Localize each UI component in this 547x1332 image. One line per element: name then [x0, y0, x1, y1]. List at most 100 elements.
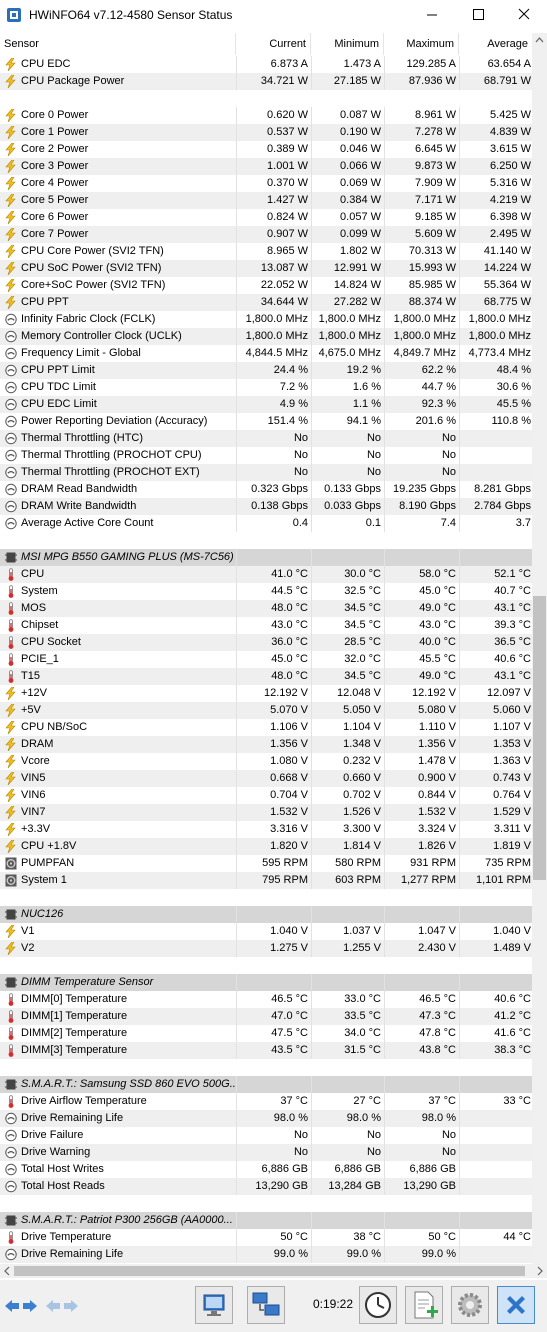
sensor-row[interactable]: T15 48.0 °C 34.5 °C 49.0 °C 43.1 °C [0, 668, 532, 685]
sensor-row[interactable]: CPU PPT 34.644 W 27.282 W 88.374 W 68.775 W [0, 294, 532, 311]
sensor-row[interactable]: Core 4 Power 0.370 W 0.069 W 7.909 W 5.316 W [0, 175, 532, 192]
sensor-row[interactable]: Core 5 Power 1.427 W 0.384 W 7.171 W 4.219 W [0, 192, 532, 209]
minimum-value: 32.5 °C [344, 585, 381, 597]
sensor-row[interactable]: DIMM[0] Temperature 46.5 °C 33.0 °C 46.5 °C… [0, 991, 532, 1008]
sensor-group-header[interactable]: MSI MPG B550 GAMING PLUS (MS-7C56) (... [0, 549, 532, 566]
column-divider [311, 634, 312, 651]
network-button[interactable] [247, 1286, 285, 1324]
maximize-button[interactable] [455, 0, 501, 30]
sensor-row[interactable]: DIMM[3] Temperature 43.5 °C 31.5 °C 43.8 °C… [0, 1042, 532, 1059]
sensor-row[interactable]: Core 2 Power 0.389 W 0.046 W 6.645 W 3.615 W [0, 141, 532, 158]
sensor-row[interactable]: Average Active Core Count 0.4 0.1 7.4 3.7 [0, 515, 532, 532]
column-divider [236, 906, 237, 923]
minimize-button[interactable] [409, 0, 455, 30]
sensor-row[interactable]: PCIE_1 45.0 °C 32.0 °C 45.5 °C 40.6 °C [0, 651, 532, 668]
sensor-row[interactable]: System 1 795 RPM 603 RPM 1,277 RPM 1,101 RPM [0, 872, 532, 889]
column-header-maximum[interactable]: Maximum [384, 33, 459, 55]
sensor-row[interactable]: CPU SoC Power (SVI2 TFN) 13.087 W 12.991 W… [0, 260, 532, 277]
sensor-row[interactable]: Core 1 Power 0.537 W 0.190 W 7.278 W 4.839 W [0, 124, 532, 141]
sensor-row[interactable]: +5V 5.070 V 5.050 V 5.080 V 5.060 V [0, 702, 532, 719]
sensor-row[interactable]: VIN6 0.704 V 0.702 V 0.844 V 0.764 V [0, 787, 532, 804]
column-divider [236, 923, 237, 940]
sensor-row[interactable]: Drive Temperature 50 °C 38 °C 50 °C 44 °C [0, 1229, 532, 1246]
column-divider [236, 1093, 237, 1110]
scroll-up-arrow-icon[interactable] [532, 33, 547, 47]
sensor-row[interactable]: V2 1.275 V 1.255 V 2.430 V 1.489 V [0, 940, 532, 957]
sensor-group-header[interactable]: DIMM Temperature Sensor [0, 974, 532, 991]
sensor-name: VIN7 [21, 806, 46, 818]
sensor-row[interactable]: Total Host Reads 13,290 GB 13,284 GB 13,290… [0, 1178, 532, 1195]
column-divider [236, 430, 237, 447]
logging-button[interactable] [405, 1286, 443, 1324]
sensor-row[interactable]: CPU EDC Limit 4.9 % 1.1 % 92.3 % 45.5 % [0, 396, 532, 413]
scroll-right-arrow-icon[interactable] [533, 1264, 547, 1278]
average-value: 48.4 % [496, 364, 531, 376]
sensor-row[interactable]: Chipset 43.0 °C 34.5 °C 43.0 °C 39.3 °C [0, 617, 532, 634]
sensor-row[interactable]: CPU +1.8V 1.820 V 1.814 V 1.826 V 1.819 V [0, 838, 532, 855]
sensor-row[interactable]: DRAM Read Bandwidth 0.323 Gbps 0.133 Gbps 1… [0, 481, 532, 498]
sensor-row[interactable]: CPU Core Power (SVI2 TFN) 8.965 W 1.802 W 7… [0, 243, 532, 260]
close-sensors-button[interactable] [497, 1286, 535, 1324]
sensor-row[interactable]: Drive Warning No No No [0, 1144, 532, 1161]
column-header-minimum[interactable]: Minimum [311, 33, 384, 55]
sensor-row[interactable]: Infinity Fabric Clock (FCLK) 1,800.0 MHz 1… [0, 311, 532, 328]
sensor-row[interactable]: Drive Failure No No No [0, 1127, 532, 1144]
sensor-row[interactable]: CPU TDC Limit 7.2 % 1.6 % 44.7 % 30.6 % [0, 379, 532, 396]
sensor-group-header[interactable]: S.M.A.R.T.: Samsung SSD 860 EVO 500G... [0, 1076, 532, 1093]
sensor-row[interactable]: Thermal Throttling (HTC) No No No [0, 430, 532, 447]
maximum-value: 40.0 °C [419, 636, 456, 648]
sensor-row[interactable]: Frequency Limit - Global 4,844.5 MHz 4,675… [0, 345, 532, 362]
sensor-row[interactable]: +3.3V 3.316 V 3.300 V 3.324 V 3.311 V [0, 821, 532, 838]
sensor-group-header[interactable]: NUC126 [0, 906, 532, 923]
sensor-row[interactable]: +12V 12.192 V 12.048 V 12.192 V 12.097 V [0, 685, 532, 702]
sensor-row[interactable]: VIN7 1.532 V 1.526 V 1.532 V 1.529 V [0, 804, 532, 821]
close-button[interactable] [501, 0, 547, 30]
sensor-row[interactable]: CPU NB/SoC 1.106 V 1.104 V 1.110 V 1.107 V [0, 719, 532, 736]
sensor-row[interactable]: Vcore 1.080 V 0.232 V 1.478 V 1.363 V [0, 753, 532, 770]
sensor-row[interactable]: CPU Socket 36.0 °C 28.5 °C 40.0 °C 36.5 °C [0, 634, 532, 651]
sensor-row[interactable]: Core 0 Power 0.620 W 0.087 W 8.961 W 5.425 W [0, 107, 532, 124]
sensor-row[interactable]: Drive Airflow Temperature 37 °C 27 °C 37 °C… [0, 1093, 532, 1110]
sensor-list[interactable]: CPU EDC 6.873 A 1.473 A 129.285 A 63.654 A CP… [0, 56, 532, 1264]
sensor-row[interactable]: DIMM[1] Temperature 47.0 °C 33.5 °C 47.3 °C… [0, 1008, 532, 1025]
sensor-row[interactable]: System 44.5 °C 32.5 °C 45.0 °C 40.7 °C [0, 583, 532, 600]
column-header-sensor[interactable]: Sensor [0, 33, 236, 55]
sensor-row[interactable]: VIN5 0.668 V 0.660 V 0.900 V 0.743 V [0, 770, 532, 787]
sensor-row[interactable]: DRAM Write Bandwidth 0.138 Gbps 0.033 Gbps… [0, 498, 532, 515]
sensor-row[interactable]: CPU PPT Limit 24.4 % 19.2 % 62.2 % 48.4 % [0, 362, 532, 379]
sensor-row[interactable]: Total Host Writes 6,886 GB 6,886 GB 6,886 G… [0, 1161, 532, 1178]
lightning-bolt-icon [5, 160, 16, 173]
sensor-row[interactable]: DIMM[2] Temperature 47.5 °C 34.0 °C 47.8 °C… [0, 1025, 532, 1042]
sensor-row[interactable]: Thermal Throttling (PROCHOT CPU) No No No [0, 447, 532, 464]
sensor-row[interactable]: MOS 48.0 °C 34.5 °C 49.0 °C 43.1 °C [0, 600, 532, 617]
average-value: 110.8 % [491, 415, 531, 427]
sensor-row[interactable]: CPU Package Power 34.721 W 27.185 W 87.936 … [0, 73, 532, 90]
reset-timer-button[interactable] [359, 1286, 397, 1324]
scroll-left-arrow-icon[interactable] [0, 1264, 14, 1278]
sensor-row[interactable]: Core 7 Power 0.907 W 0.099 W 5.609 W 2.495 W [0, 226, 532, 243]
sensor-row[interactable]: CPU 41.0 °C 30.0 °C 58.0 °C 52.1 °C [0, 566, 532, 583]
sensor-row[interactable]: Power Reporting Deviation (Accuracy) 151.… [0, 413, 532, 430]
sensor-row[interactable]: Core 6 Power 0.824 W 0.057 W 9.185 W 6.398 W [0, 209, 532, 226]
settings-button[interactable] [451, 1286, 489, 1324]
column-header-average[interactable]: Average [487, 38, 528, 50]
sensor-row[interactable]: CPU EDC 6.873 A 1.473 A 129.285 A 63.654 A [0, 56, 532, 73]
average-value: 41.6 °C [494, 1027, 531, 1039]
report-button[interactable] [195, 1286, 233, 1324]
sensor-row[interactable]: Thermal Throttling (PROCHOT EXT) No No No [0, 464, 532, 481]
sensor-row[interactable]: V1 1.040 V 1.037 V 1.047 V 1.040 V [0, 923, 532, 940]
maximum-value: 50 °C [428, 1231, 456, 1243]
horizontal-scroll-thumb[interactable] [14, 1266, 525, 1276]
column-header-current[interactable]: Current [236, 33, 311, 55]
sensor-row[interactable]: DRAM 1.356 V 1.348 V 1.356 V 1.353 V [0, 736, 532, 753]
column-divider [311, 770, 312, 787]
sensor-row[interactable]: PUMPFAN 595 RPM 580 RPM 931 RPM 735 RPM [0, 855, 532, 872]
sensor-row[interactable]: Drive Remaining Life 99.0 % 99.0 % 99.0 % [0, 1246, 532, 1263]
sensor-group-header[interactable]: S.M.A.R.T.: Patriot P300 256GB (AA0000..… [0, 1212, 532, 1229]
sensor-row[interactable]: Core 3 Power 1.001 W 0.066 W 9.873 W 6.250 W [0, 158, 532, 175]
sensor-row[interactable]: Drive Remaining Life 98.0 % 98.0 % 98.0 % [0, 1110, 532, 1127]
vertical-scroll-thumb[interactable] [533, 596, 546, 880]
navigate-arrows-icon[interactable] [4, 1298, 38, 1314]
sensor-row[interactable]: Memory Controller Clock (UCLK) 1,800.0 MH… [0, 328, 532, 345]
sensor-row[interactable]: Core+SoC Power (SVI2 TFN) 22.052 W 14.824 … [0, 277, 532, 294]
